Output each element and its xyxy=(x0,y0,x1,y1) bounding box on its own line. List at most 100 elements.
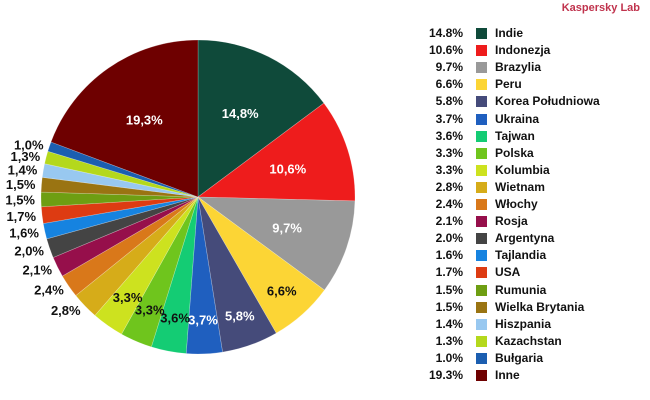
legend-percent: 19.3% xyxy=(428,368,463,382)
legend-label: Rosja xyxy=(495,214,528,229)
legend-swatch xyxy=(476,284,487,296)
legend-item: 1.6% Tajlandia xyxy=(400,248,650,264)
slice-label: 1,4% xyxy=(8,163,38,178)
legend-percent: 5.8% xyxy=(435,94,463,109)
legend-item: 19.3% Inne xyxy=(400,368,650,384)
legend-label: Korea Południowa xyxy=(495,94,600,109)
legend-percent: 1.0% xyxy=(435,350,463,365)
slice-label: 3,7% xyxy=(188,312,218,327)
pie-slice xyxy=(197,196,356,291)
legend-percent: 6.6% xyxy=(435,77,463,92)
pie-chart: 14,8%10,6%9,7%6,6%5,8%3,7%3,6%3,3%3,3%2,… xyxy=(5,39,356,355)
slice-label: 1,5% xyxy=(6,177,36,192)
slice-label: 2,8% xyxy=(51,303,81,318)
slice-label: 19,3% xyxy=(126,113,163,128)
pie-slice xyxy=(61,196,199,296)
legend-swatch xyxy=(476,335,487,347)
pie-slice xyxy=(40,176,199,198)
legend-swatch xyxy=(476,250,487,262)
pie-slice xyxy=(44,150,199,198)
slice-label: 10,6% xyxy=(269,162,306,177)
legend-item: 3.3% Polska xyxy=(400,146,650,162)
pie-slice xyxy=(197,39,325,198)
legend-item: 1.4% Hiszpania xyxy=(400,317,650,333)
legend-item: 3.7% Ukraina xyxy=(400,112,650,128)
legend-item: 2.1% Rosja xyxy=(400,214,650,230)
pie-slice xyxy=(42,196,199,240)
pie-slice xyxy=(40,191,199,208)
legend-label: Ukraina xyxy=(495,111,540,126)
legend-label: Polska xyxy=(495,145,534,160)
slice-label: 2,1% xyxy=(22,263,52,278)
legend-swatch xyxy=(476,147,487,159)
legend-label: Wietnam xyxy=(495,179,545,194)
legend-percent: 1.4% xyxy=(435,316,463,331)
pie-slice xyxy=(150,196,199,354)
legend-swatch xyxy=(476,113,487,125)
legend-swatch xyxy=(476,45,487,57)
legend-label: USA xyxy=(495,265,521,280)
legend-item: 3.3% Kolumbia xyxy=(400,163,650,179)
pie-slice xyxy=(197,196,277,353)
legend-label: Włochy xyxy=(495,197,538,211)
legend-item: 9.7% Brazylia xyxy=(400,60,650,76)
legend-item: 2.4% Włochy xyxy=(400,197,650,213)
legend-swatch xyxy=(476,216,487,228)
legend-swatch xyxy=(476,181,487,193)
legend-percent: 1.3% xyxy=(435,333,463,348)
pie-slice xyxy=(75,196,199,316)
legend-swatch xyxy=(476,233,487,245)
legend-label: Bułgaria xyxy=(495,350,544,365)
legend-item: 10.6% Indonezja xyxy=(400,43,650,59)
legend-swatch xyxy=(476,199,487,210)
legend-percent: 10.6% xyxy=(428,43,463,58)
legend-percent: 2.0% xyxy=(435,231,463,246)
legend-item: 5.8% Korea Południowa xyxy=(400,94,650,110)
legend-label: Wielka Brytania xyxy=(495,299,585,314)
legend-item: 1.5% Wielka Brytania xyxy=(400,300,650,316)
legend-item: 6.6% Peru xyxy=(400,77,650,93)
slice-label: 6,6% xyxy=(267,284,297,299)
legend-swatch xyxy=(476,79,487,91)
legend-label: Kazachstan xyxy=(495,333,562,348)
legend-swatch xyxy=(476,370,487,381)
legend-label: Indie xyxy=(495,26,524,40)
pie-slice xyxy=(40,196,199,224)
slice-label: 1,7% xyxy=(6,209,36,224)
legend-item: 1.0% Bułgaria xyxy=(400,351,650,367)
legend-label: Tajlandia xyxy=(495,248,547,263)
legend-swatch xyxy=(476,28,487,39)
legend-percent: 2.4% xyxy=(435,197,463,211)
legend-percent: 3.3% xyxy=(435,145,463,160)
slice-label: 5,8% xyxy=(225,308,255,323)
legend-percent: 14.8% xyxy=(428,26,463,40)
legend-item: 3.6% Tajwan xyxy=(400,129,650,145)
legend-swatch xyxy=(476,62,487,74)
slice-label: 1,5% xyxy=(5,193,35,208)
legend-swatch xyxy=(476,318,487,330)
pie-slice xyxy=(50,39,199,198)
legend-percent: 2.1% xyxy=(435,214,463,229)
legend-label: Argentyna xyxy=(495,231,555,246)
slice-label: 3,3% xyxy=(135,303,165,318)
brand-label: Kaspersky Lab xyxy=(561,2,640,14)
pie-slice xyxy=(41,163,199,198)
pie-slice xyxy=(197,196,325,334)
pie-slice xyxy=(46,196,199,258)
legend-percent: 3.3% xyxy=(435,162,463,177)
legend-label: Hiszpania xyxy=(495,316,552,331)
legend-label: Indonezja xyxy=(495,43,551,58)
legend-swatch xyxy=(476,267,487,279)
slice-label: 3,3% xyxy=(113,290,143,305)
legend-item: 2.8% Wietnam xyxy=(400,180,650,196)
legend-percent: 1.5% xyxy=(435,299,463,314)
legend-percent: 1.5% xyxy=(435,282,463,297)
legend-swatch xyxy=(476,301,487,313)
legend-percent: 1.7% xyxy=(435,265,463,280)
legend-percent: 3.6% xyxy=(435,128,463,143)
slice-label: 1,3% xyxy=(11,149,41,164)
legend-item: 1.5% Rumunia xyxy=(400,283,650,299)
legend-swatch xyxy=(476,96,487,108)
slice-label: 1,6% xyxy=(9,226,39,241)
pie-slice xyxy=(121,196,199,348)
